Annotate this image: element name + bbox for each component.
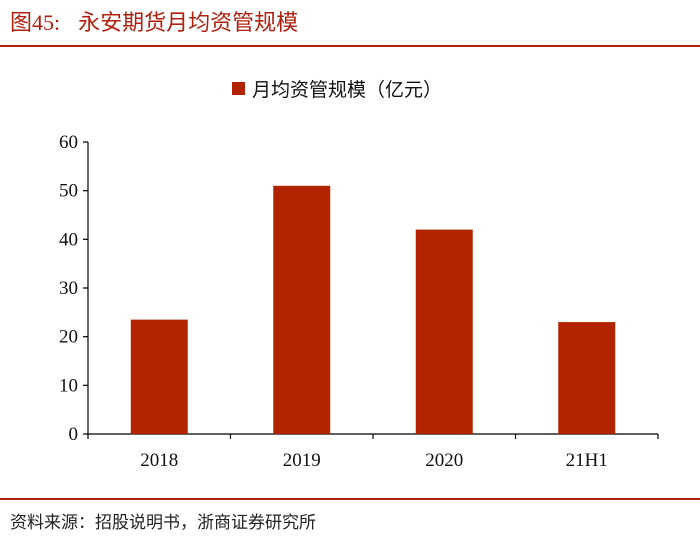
y-tick-label: 60 [59,132,78,153]
bar-chart: 月均资管规模（亿元） 0 10 20 30 40 50 60 2018 2019 2020 21H1 [59,79,659,471]
y-tick-label: 20 [59,327,78,348]
figure-number: 图45: [10,10,61,35]
bar-2020 [415,229,473,434]
figure-caption: 永安期货月均资管规模 [78,10,299,35]
y-tick-label: 10 [59,375,78,396]
x-tick-label: 2019 [283,450,321,471]
bar-21H1 [558,322,616,434]
x-tick-label: 21H1 [566,450,608,471]
source-note: 资料来源：招股说明书，浙商证券研究所 [10,513,316,532]
y-tick-label: 30 [59,278,78,299]
y-tick-label: 50 [59,181,78,202]
y-tick-label: 0 [69,424,79,445]
legend-swatch [232,82,245,95]
legend-label: 月均资管规模（亿元） [252,79,442,101]
x-tick-label: 2020 [425,450,463,471]
y-tick-label: 40 [59,229,78,250]
bar-2018 [130,319,188,434]
footer-rule [0,498,700,500]
bar-2019 [273,185,331,434]
x-tick-label: 2018 [140,450,178,471]
figure-title: 图45: 永安期货月均资管规模 [10,6,298,40]
header-rule [0,45,700,47]
